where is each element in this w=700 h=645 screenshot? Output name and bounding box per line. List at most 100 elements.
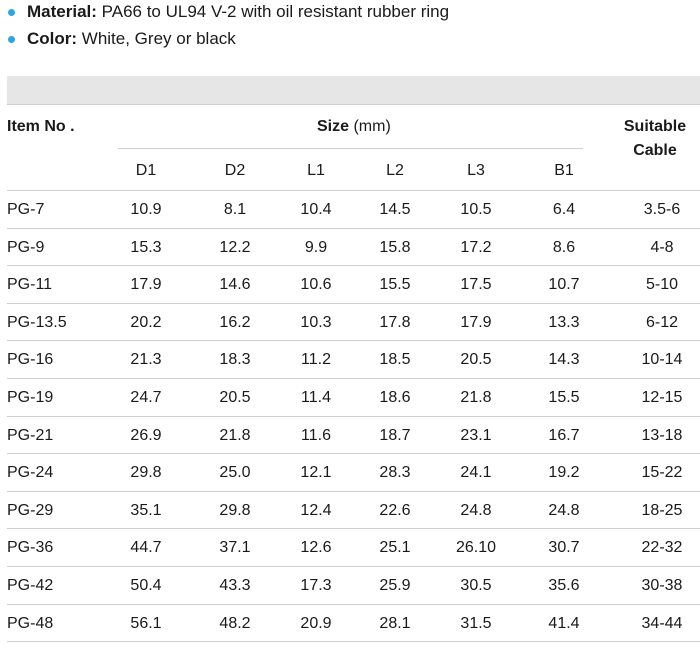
cell-b1: 14.3: [548, 351, 580, 369]
cell-cable: 5-10: [645, 276, 679, 294]
size-header: Size (mm): [317, 118, 391, 136]
cell-l3: 17.5: [460, 276, 492, 294]
cell-d1: 10.9: [130, 201, 162, 218]
col-header-b1: B1: [554, 162, 574, 179]
cell-l1: 17.3: [300, 576, 332, 594]
table-row: PG-13.5 20.2 16.2 10.3 17.8 17.9 13.3 6-12: [0, 304, 700, 342]
cell-cable: 22-32: [641, 539, 683, 557]
row-divider: [7, 453, 700, 455]
row-divider: [7, 227, 700, 229]
cell-cable: 34-44: [641, 614, 683, 632]
table-header-band: [7, 76, 700, 104]
cell-l1: 12.1: [300, 464, 332, 482]
size-subheader-line: [118, 148, 583, 149]
cell-d1: 35.1: [130, 501, 162, 519]
col-header-l3: L3: [467, 162, 485, 179]
cell-d2: 48.2: [219, 614, 251, 632]
cell-d1: 56.1: [130, 614, 162, 632]
cell-l2: 17.8: [379, 313, 411, 331]
material-value: PA66 to UL94 V-2 with oil resistant rubb…: [101, 2, 450, 21]
cell-l3: 10.5: [460, 201, 492, 218]
cell-cable: 15-22: [641, 464, 683, 482]
cell-d1: 50.4: [130, 576, 162, 594]
cell-l1: 12.4: [300, 501, 332, 519]
cell-item: PG-13.5: [7, 313, 67, 331]
cell-cable: 12-15: [641, 388, 683, 406]
cell-l2: 14.5: [379, 201, 411, 218]
table-row: PG-42 50.4 43.3 17.3 25.9 30.5 35.6 30-38: [0, 567, 700, 605]
cell-d2: 25.0: [219, 464, 251, 482]
table-row: PG-11 17.9 14.6 10.6 15.5 17.5 10.7 5-10: [0, 266, 700, 304]
cell-cable: 3.5-6: [643, 201, 681, 218]
cell-d2: 29.8: [219, 501, 251, 519]
item-no-header: Item No .: [7, 118, 75, 135]
cell-l3: 17.9: [460, 313, 492, 331]
col-header-d2: D2: [224, 162, 246, 179]
cell-l1: 10.6: [300, 276, 332, 294]
row-divider: [7, 265, 700, 267]
cell-l1: 10.4: [300, 201, 332, 218]
size-header-label: Size: [317, 118, 350, 135]
cell-b1: 13.3: [548, 313, 580, 331]
cell-cable: 13-18: [641, 426, 683, 444]
cell-l3: 20.5: [460, 351, 492, 369]
size-header-unit: (mm): [353, 118, 391, 135]
cell-l2: 18.5: [379, 351, 411, 369]
cell-d2: 12.2: [219, 238, 251, 256]
table-row: PG-9 15.3 12.2 9.9 15.8 17.2 8.6 4-8: [0, 229, 700, 267]
table-row: PG-24 29.8 25.0 12.1 28.3 24.1 19.2 15-22: [0, 454, 700, 492]
cell-d1: 21.3: [130, 351, 162, 369]
cell-d1: 15.3: [130, 238, 162, 256]
cell-item: PG-16: [7, 351, 54, 369]
cell-d1: 24.7: [130, 388, 162, 406]
table-row: PG-7 10.9 8.1 10.4 14.5 10.5 6.4 3.5-6: [0, 191, 700, 229]
header-bottom-line: [7, 190, 700, 191]
row-divider: [7, 603, 700, 605]
cell-b1: 15.5: [548, 388, 580, 406]
cell-l3: 30.5: [460, 576, 492, 594]
cell-l3: 24.1: [460, 464, 492, 482]
table-row: PG-16 21.3 18.3 11.2 18.5 20.5 14.3 10-14: [0, 341, 700, 379]
table-row: PG-21 26.9 21.8 11.6 18.7 23.1 16.7 13-18: [0, 417, 700, 455]
row-divider: [7, 490, 700, 492]
color-bullet: Color: White, Grey or black: [7, 27, 449, 54]
cell-cable: 10-14: [641, 351, 683, 369]
table-row: PG-19 24.7 20.5 11.4 18.6 21.8 15.5 12-15: [0, 379, 700, 417]
cell-cable: 18-25: [641, 501, 683, 519]
cell-d2: 20.5: [219, 388, 251, 406]
table-row: PG-48 56.1 48.2 20.9 28.1 31.5 41.4 34-44: [0, 605, 700, 643]
cell-d2: 14.6: [219, 276, 251, 294]
cell-l2: 22.6: [379, 501, 411, 519]
cell-d2: 37.1: [219, 539, 251, 557]
material-label: Material:: [27, 2, 97, 21]
cell-b1: 16.7: [548, 426, 580, 444]
material-bullet: Material: PA66 to UL94 V-2 with oil resi…: [7, 0, 449, 27]
cable-header-line1: Suitable: [623, 118, 687, 135]
col-header-d1: D1: [135, 162, 157, 179]
color-label: Color:: [27, 29, 78, 48]
cell-item: PG-9: [7, 238, 45, 256]
cell-l3: 17.2: [460, 238, 492, 256]
cell-l2: 15.8: [379, 238, 411, 256]
cell-item: PG-11: [7, 276, 53, 294]
cell-d1: 26.9: [130, 426, 162, 444]
col-header-l1: L1: [307, 162, 325, 179]
cable-header-line2: Cable: [633, 142, 677, 159]
cell-d2: 21.8: [219, 426, 251, 444]
cell-l1: 20.9: [300, 614, 332, 632]
cell-b1: 10.7: [548, 276, 580, 294]
bullet-dot-icon: [8, 36, 15, 43]
row-divider: [7, 528, 700, 530]
cell-l2: 28.3: [379, 464, 411, 482]
bullet-dot-icon: [8, 9, 15, 16]
row-divider: [7, 377, 700, 379]
cell-l1: 11.4: [301, 388, 331, 406]
cell-d2: 18.3: [219, 351, 251, 369]
cell-b1: 24.8: [548, 501, 580, 519]
cell-d1: 29.8: [130, 464, 162, 482]
row-divider: [7, 565, 700, 567]
cell-l3: 31.5: [460, 614, 492, 632]
cell-b1: 8.6: [552, 238, 576, 256]
cell-l3: 24.8: [460, 501, 492, 519]
cell-l2: 25.1: [379, 539, 411, 557]
